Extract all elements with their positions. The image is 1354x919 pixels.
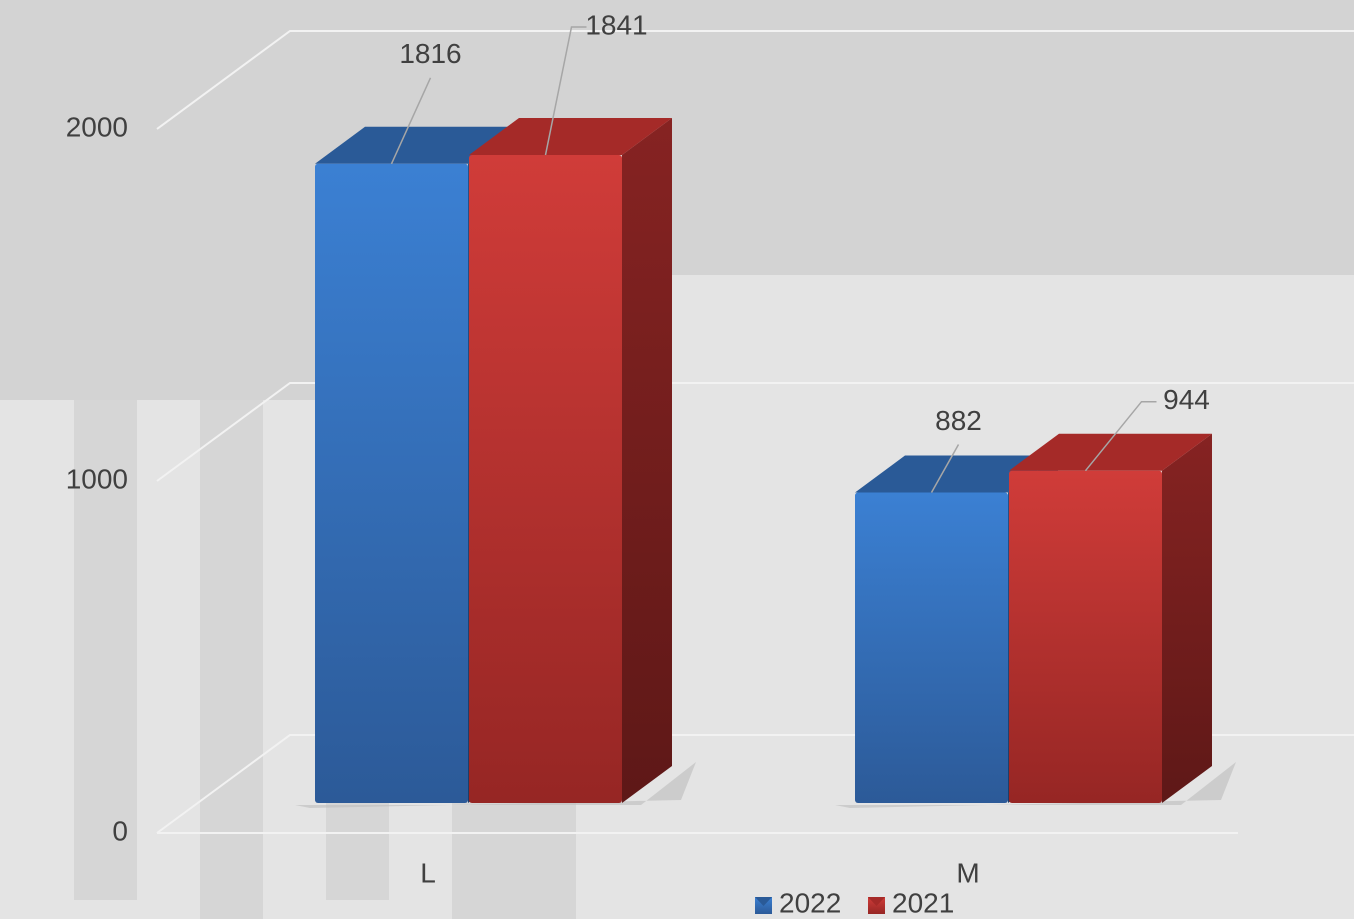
bar <box>315 163 468 803</box>
data-label: 882 <box>935 405 982 436</box>
leader-line <box>544 26 587 156</box>
bar-side <box>622 117 672 803</box>
legend-label: 2022 <box>779 887 841 918</box>
grid-line <box>156 382 1354 482</box>
y-tick-label: 2000 <box>66 111 128 142</box>
legend-label: 2021 <box>892 887 954 918</box>
grid-line <box>156 30 1354 130</box>
bar-top <box>1009 433 1212 471</box>
y-tick-label: 0 <box>112 815 128 846</box>
bar <box>469 154 622 803</box>
leader-line <box>1084 400 1157 472</box>
bar-side <box>1162 433 1212 803</box>
bar-top <box>315 126 518 164</box>
y-tick-label: 1000 <box>66 463 128 494</box>
data-label: 1841 <box>585 9 647 40</box>
bar-top <box>855 455 1058 493</box>
leader-line <box>390 77 432 165</box>
data-label: 1816 <box>399 38 461 69</box>
data-label: 944 <box>1163 384 1210 415</box>
legend-swatch-top <box>868 897 885 906</box>
legend-swatch-top <box>755 897 772 906</box>
leader-line <box>930 444 960 493</box>
x-tick-label: L <box>420 857 436 888</box>
bar <box>855 492 1008 803</box>
bar <box>1009 470 1162 803</box>
bar-top <box>469 117 672 155</box>
x-tick-label: M <box>956 857 979 888</box>
